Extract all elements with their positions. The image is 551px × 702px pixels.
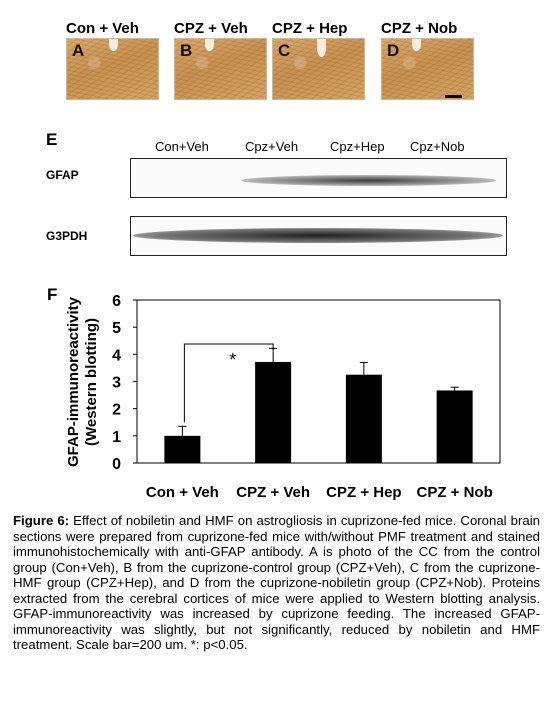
image-title-b: CPZ + Veh xyxy=(174,20,248,37)
y-tick-label: 1 xyxy=(112,429,121,446)
y-tick-label: 4 xyxy=(112,347,121,364)
caption-label: Figure 6: xyxy=(13,513,70,528)
y-axis-label-line1: GFAP-immunoreactivity xyxy=(65,296,82,467)
caption-text: Effect of nobiletin and HMF on astroglio… xyxy=(13,513,541,652)
blot-row-label-gfap: GFAP xyxy=(46,168,79,182)
lane-label: Cpz+Veh xyxy=(245,139,299,154)
histology-image-d: D xyxy=(381,38,474,100)
histology-image-b: B xyxy=(174,38,267,100)
x-tick-label: CPZ + Veh xyxy=(236,484,310,501)
figure-caption: Figure 6: Effect of nobiletin and HMF on… xyxy=(13,513,540,653)
y-tick-label: 2 xyxy=(112,402,121,419)
significance-bracket xyxy=(183,343,274,423)
gfap-bar-chart: GFAP-immunoreactivity (Western blotting)… xyxy=(65,293,501,501)
panel-letter-e: E xyxy=(46,130,58,149)
significance-marker: * xyxy=(229,350,236,370)
y-tick-label: 5 xyxy=(112,320,121,337)
bar xyxy=(436,390,473,463)
bar xyxy=(345,374,382,463)
lane-label: Con+Veh xyxy=(155,139,209,154)
y-tick-label: 0 xyxy=(112,456,121,473)
lane-label: Cpz+Nob xyxy=(410,139,465,154)
x-tick-label: Con + Veh xyxy=(146,484,219,501)
vessel-mark xyxy=(412,39,421,51)
scale-bar xyxy=(445,95,462,98)
vessel-mark xyxy=(205,39,214,51)
image-title-d: CPZ + Nob xyxy=(381,20,458,37)
y-axis-label-line2: (Western blotting) xyxy=(83,318,100,446)
y-tick-label: 6 xyxy=(112,293,121,310)
panel-letter-f: F xyxy=(47,285,58,304)
histology-image-c: C xyxy=(272,38,365,100)
vessel-mark xyxy=(109,39,118,51)
x-tick-label: CPZ + Nob xyxy=(416,484,492,501)
gfap-band xyxy=(241,175,496,186)
bar xyxy=(255,361,292,463)
g3pdh-blot xyxy=(130,216,507,256)
lane-label: Cpz+Hep xyxy=(330,139,385,154)
blot-row-label-g3pdh: G3PDH xyxy=(46,229,88,243)
gfap-blot xyxy=(130,158,507,198)
image-title-c: CPZ + Hep xyxy=(272,20,348,37)
g3pdh-band xyxy=(133,228,503,243)
image-title-a: Con + Veh xyxy=(66,20,139,37)
vessel-mark xyxy=(317,39,326,57)
x-tick-label: CPZ + Hep xyxy=(326,484,401,501)
panel-letter-a: A xyxy=(72,41,85,60)
panel-letter-c: C xyxy=(278,41,291,60)
panel-letter-d: D xyxy=(387,41,400,60)
y-tick-label: 3 xyxy=(112,375,121,392)
panel-letter-b: B xyxy=(180,41,193,60)
histology-image-a: A xyxy=(66,38,159,100)
bar xyxy=(164,435,201,463)
